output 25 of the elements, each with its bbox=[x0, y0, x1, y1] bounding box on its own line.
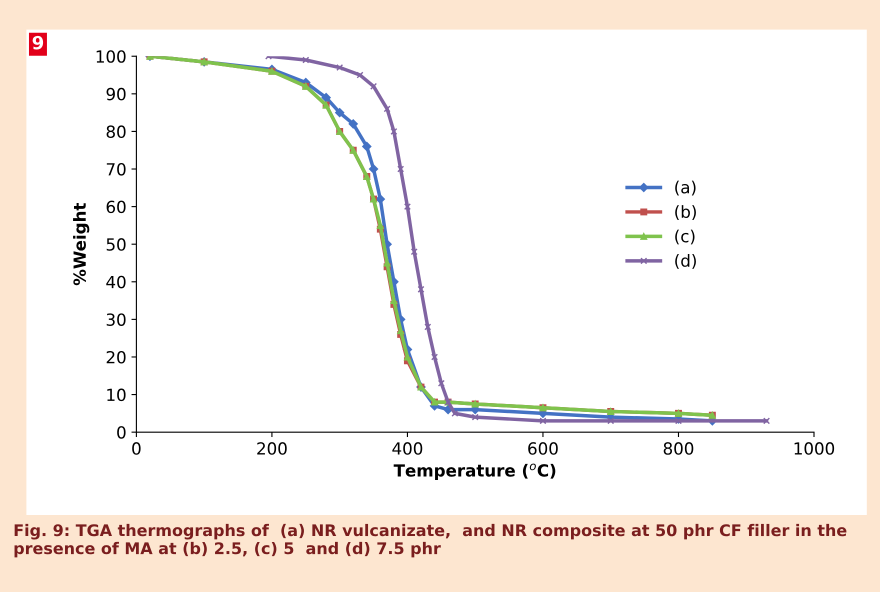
legend-label: (d) bbox=[675, 254, 696, 269]
x-tick-label: 200 bbox=[257, 442, 287, 455]
x-tick-label: 400 bbox=[392, 442, 422, 455]
legend-label: (b) bbox=[675, 205, 696, 220]
caption: Fig. 9: TGA thermographs of (a) NR vulcanizate, and NR composite at 50 phr CF filler in the presence of MA at (b) 2.5, (c) 5 and (d) 7.5 phr bbox=[14, 524, 846, 558]
x-tick-label: 0 bbox=[132, 442, 141, 455]
x-tick-label: 1000 bbox=[794, 442, 834, 455]
legend-label: (a) bbox=[675, 180, 696, 196]
y-tick-label: 100 bbox=[96, 50, 126, 63]
y-tick-label: 80 bbox=[106, 125, 126, 138]
y-tick-label: 90 bbox=[106, 88, 126, 100]
y-tick-label: 70 bbox=[106, 162, 126, 176]
text: 9 bbox=[32, 36, 44, 50]
y-tick-label: 20 bbox=[106, 350, 126, 364]
y-tick-label: 40 bbox=[106, 276, 126, 288]
y-tick-label: 50 bbox=[106, 238, 126, 251]
y-tick-label: 0 bbox=[117, 426, 126, 439]
y-axis-title: %Weight bbox=[73, 202, 90, 286]
x-tick-label: 800 bbox=[664, 442, 694, 455]
y-tick-label: 10 bbox=[107, 388, 126, 402]
y-tick-label: 60 bbox=[106, 200, 126, 214]
legend-label: (c) bbox=[675, 230, 695, 244]
x-axis-title: Temperature ($^{o}$C) bbox=[394, 464, 556, 480]
x-tick-label: 600 bbox=[528, 442, 558, 455]
y-tick-label: 30 bbox=[106, 313, 126, 326]
